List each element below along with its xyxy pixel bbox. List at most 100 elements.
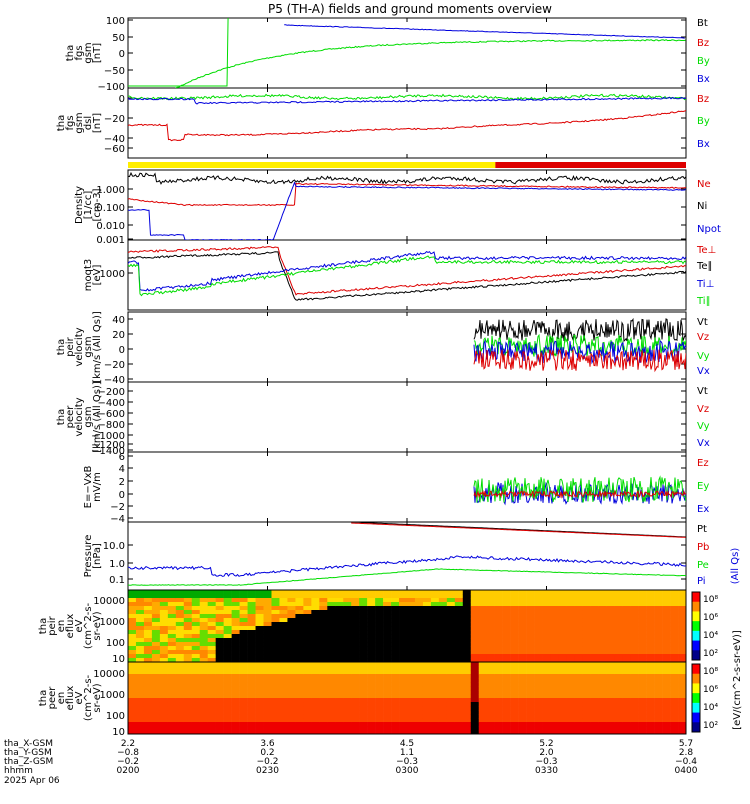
heatmap-cell xyxy=(135,714,145,719)
heatmap-cell xyxy=(478,638,488,643)
heatmap-cell xyxy=(590,610,599,615)
heatmap-cell xyxy=(526,634,535,639)
heatmap-cell xyxy=(175,630,185,635)
heatmap-cell xyxy=(271,670,280,675)
heatmap-cell xyxy=(622,690,631,695)
heatmap-cell xyxy=(303,618,312,623)
heatmap-cell xyxy=(598,626,607,631)
heatmap-cell xyxy=(598,618,607,623)
heatmap-cell xyxy=(430,698,440,703)
heatmap-cell xyxy=(327,594,336,599)
heatmap-cell xyxy=(223,654,232,659)
heatmap-cell xyxy=(399,642,408,647)
heatmap-cell xyxy=(303,590,312,595)
heatmap-cell xyxy=(558,686,567,691)
heatmap-cell xyxy=(351,638,360,643)
heatmap-cell xyxy=(128,730,137,735)
heatmap-cell xyxy=(670,630,679,635)
heatmap-cell xyxy=(279,618,288,623)
heatmap-cell xyxy=(295,610,304,615)
heatmap-cell xyxy=(199,686,209,691)
heatmap-cell xyxy=(678,658,687,663)
heatmap-cell xyxy=(526,690,535,695)
heatmap-cell xyxy=(207,630,216,635)
heatmap-cell xyxy=(407,590,416,595)
heatmap-cell xyxy=(263,606,272,611)
heatmap-cell xyxy=(303,622,312,627)
heatmap-cell xyxy=(662,646,671,651)
heatmap-frame xyxy=(127,661,687,735)
heatmap-cell xyxy=(231,622,240,627)
heatmap-cell xyxy=(199,614,209,619)
heatmap-cell xyxy=(614,638,623,643)
heatmap-cell xyxy=(462,670,472,675)
heatmap-cell xyxy=(662,710,671,715)
heatmap-cell xyxy=(526,626,535,631)
heatmap-cell xyxy=(407,654,416,659)
heatmap-cell xyxy=(151,662,161,667)
heatmap-cell xyxy=(143,674,153,679)
heatmap-cell xyxy=(598,646,607,651)
heatmap-cell xyxy=(279,714,288,719)
heatmap-cell xyxy=(414,634,424,639)
heatmap-cell xyxy=(678,614,687,619)
heatmap-cell xyxy=(566,634,575,639)
legend-entry-ez: Ez xyxy=(697,458,709,469)
heatmap-cell xyxy=(590,598,599,603)
heatmap-cell xyxy=(558,642,567,647)
heatmap-cell xyxy=(638,670,647,675)
heatmap-cell xyxy=(470,642,480,647)
heatmap-cell xyxy=(670,706,679,711)
heatmap-cell xyxy=(574,662,583,667)
heatmap-cell xyxy=(462,682,472,687)
heatmap-cell xyxy=(279,702,288,707)
heatmap-cell xyxy=(183,706,193,711)
heatmap-cell xyxy=(438,686,448,691)
heatmap-cell xyxy=(343,706,352,711)
y-axis-label-line: en xyxy=(56,692,67,705)
heatmap-cell xyxy=(128,706,137,711)
heatmap-cell xyxy=(598,730,607,735)
heatmap-cell xyxy=(678,626,687,631)
heatmap-cell xyxy=(295,678,304,683)
heatmap-cell xyxy=(391,634,400,639)
y-axis-label-line: [eV] xyxy=(92,265,103,286)
heatmap-cell xyxy=(454,662,464,667)
heatmap-cell xyxy=(542,622,551,627)
heatmap-cell xyxy=(678,686,687,691)
heatmap-cell xyxy=(590,626,599,631)
heatmap-cell xyxy=(279,598,288,603)
heatmap-cell xyxy=(375,678,384,683)
heatmap-cell xyxy=(311,590,320,595)
heatmap-cell xyxy=(582,614,591,619)
heatmap-cell xyxy=(327,730,336,735)
heatmap-cell xyxy=(271,662,280,667)
heatmap-cell xyxy=(128,602,137,607)
heatmap-cell xyxy=(239,646,248,651)
heatmap-cell xyxy=(303,610,312,615)
heatmap-cell xyxy=(128,686,137,691)
heatmap-cell xyxy=(670,662,679,667)
heatmap-cell xyxy=(151,598,161,603)
heatmap-cell xyxy=(391,706,400,711)
heatmap-cell xyxy=(191,590,201,595)
heatmap-cell xyxy=(470,666,480,671)
heatmap-cell xyxy=(478,722,488,727)
heatmap-cell xyxy=(135,682,145,687)
heatmap-cell xyxy=(143,718,153,723)
heatmap-cell xyxy=(646,726,655,731)
heatmap-cell xyxy=(438,670,448,675)
heatmap-cell xyxy=(574,638,583,643)
heatmap-cell xyxy=(518,726,527,731)
y-axis-label-line: velocity xyxy=(74,327,85,366)
legend-entry-vz: Vz xyxy=(697,332,709,343)
heatmap-cell xyxy=(247,610,256,615)
heatmap-cell xyxy=(247,670,256,675)
heatmap-cell xyxy=(271,658,280,663)
heatmap-cell xyxy=(646,622,655,627)
heatmap-cell xyxy=(191,726,201,731)
heatmap-cell xyxy=(143,646,153,651)
xaxis-value: −0.2 xyxy=(117,757,139,767)
heatmap-cell xyxy=(582,626,591,631)
heatmap-cell xyxy=(407,730,416,735)
